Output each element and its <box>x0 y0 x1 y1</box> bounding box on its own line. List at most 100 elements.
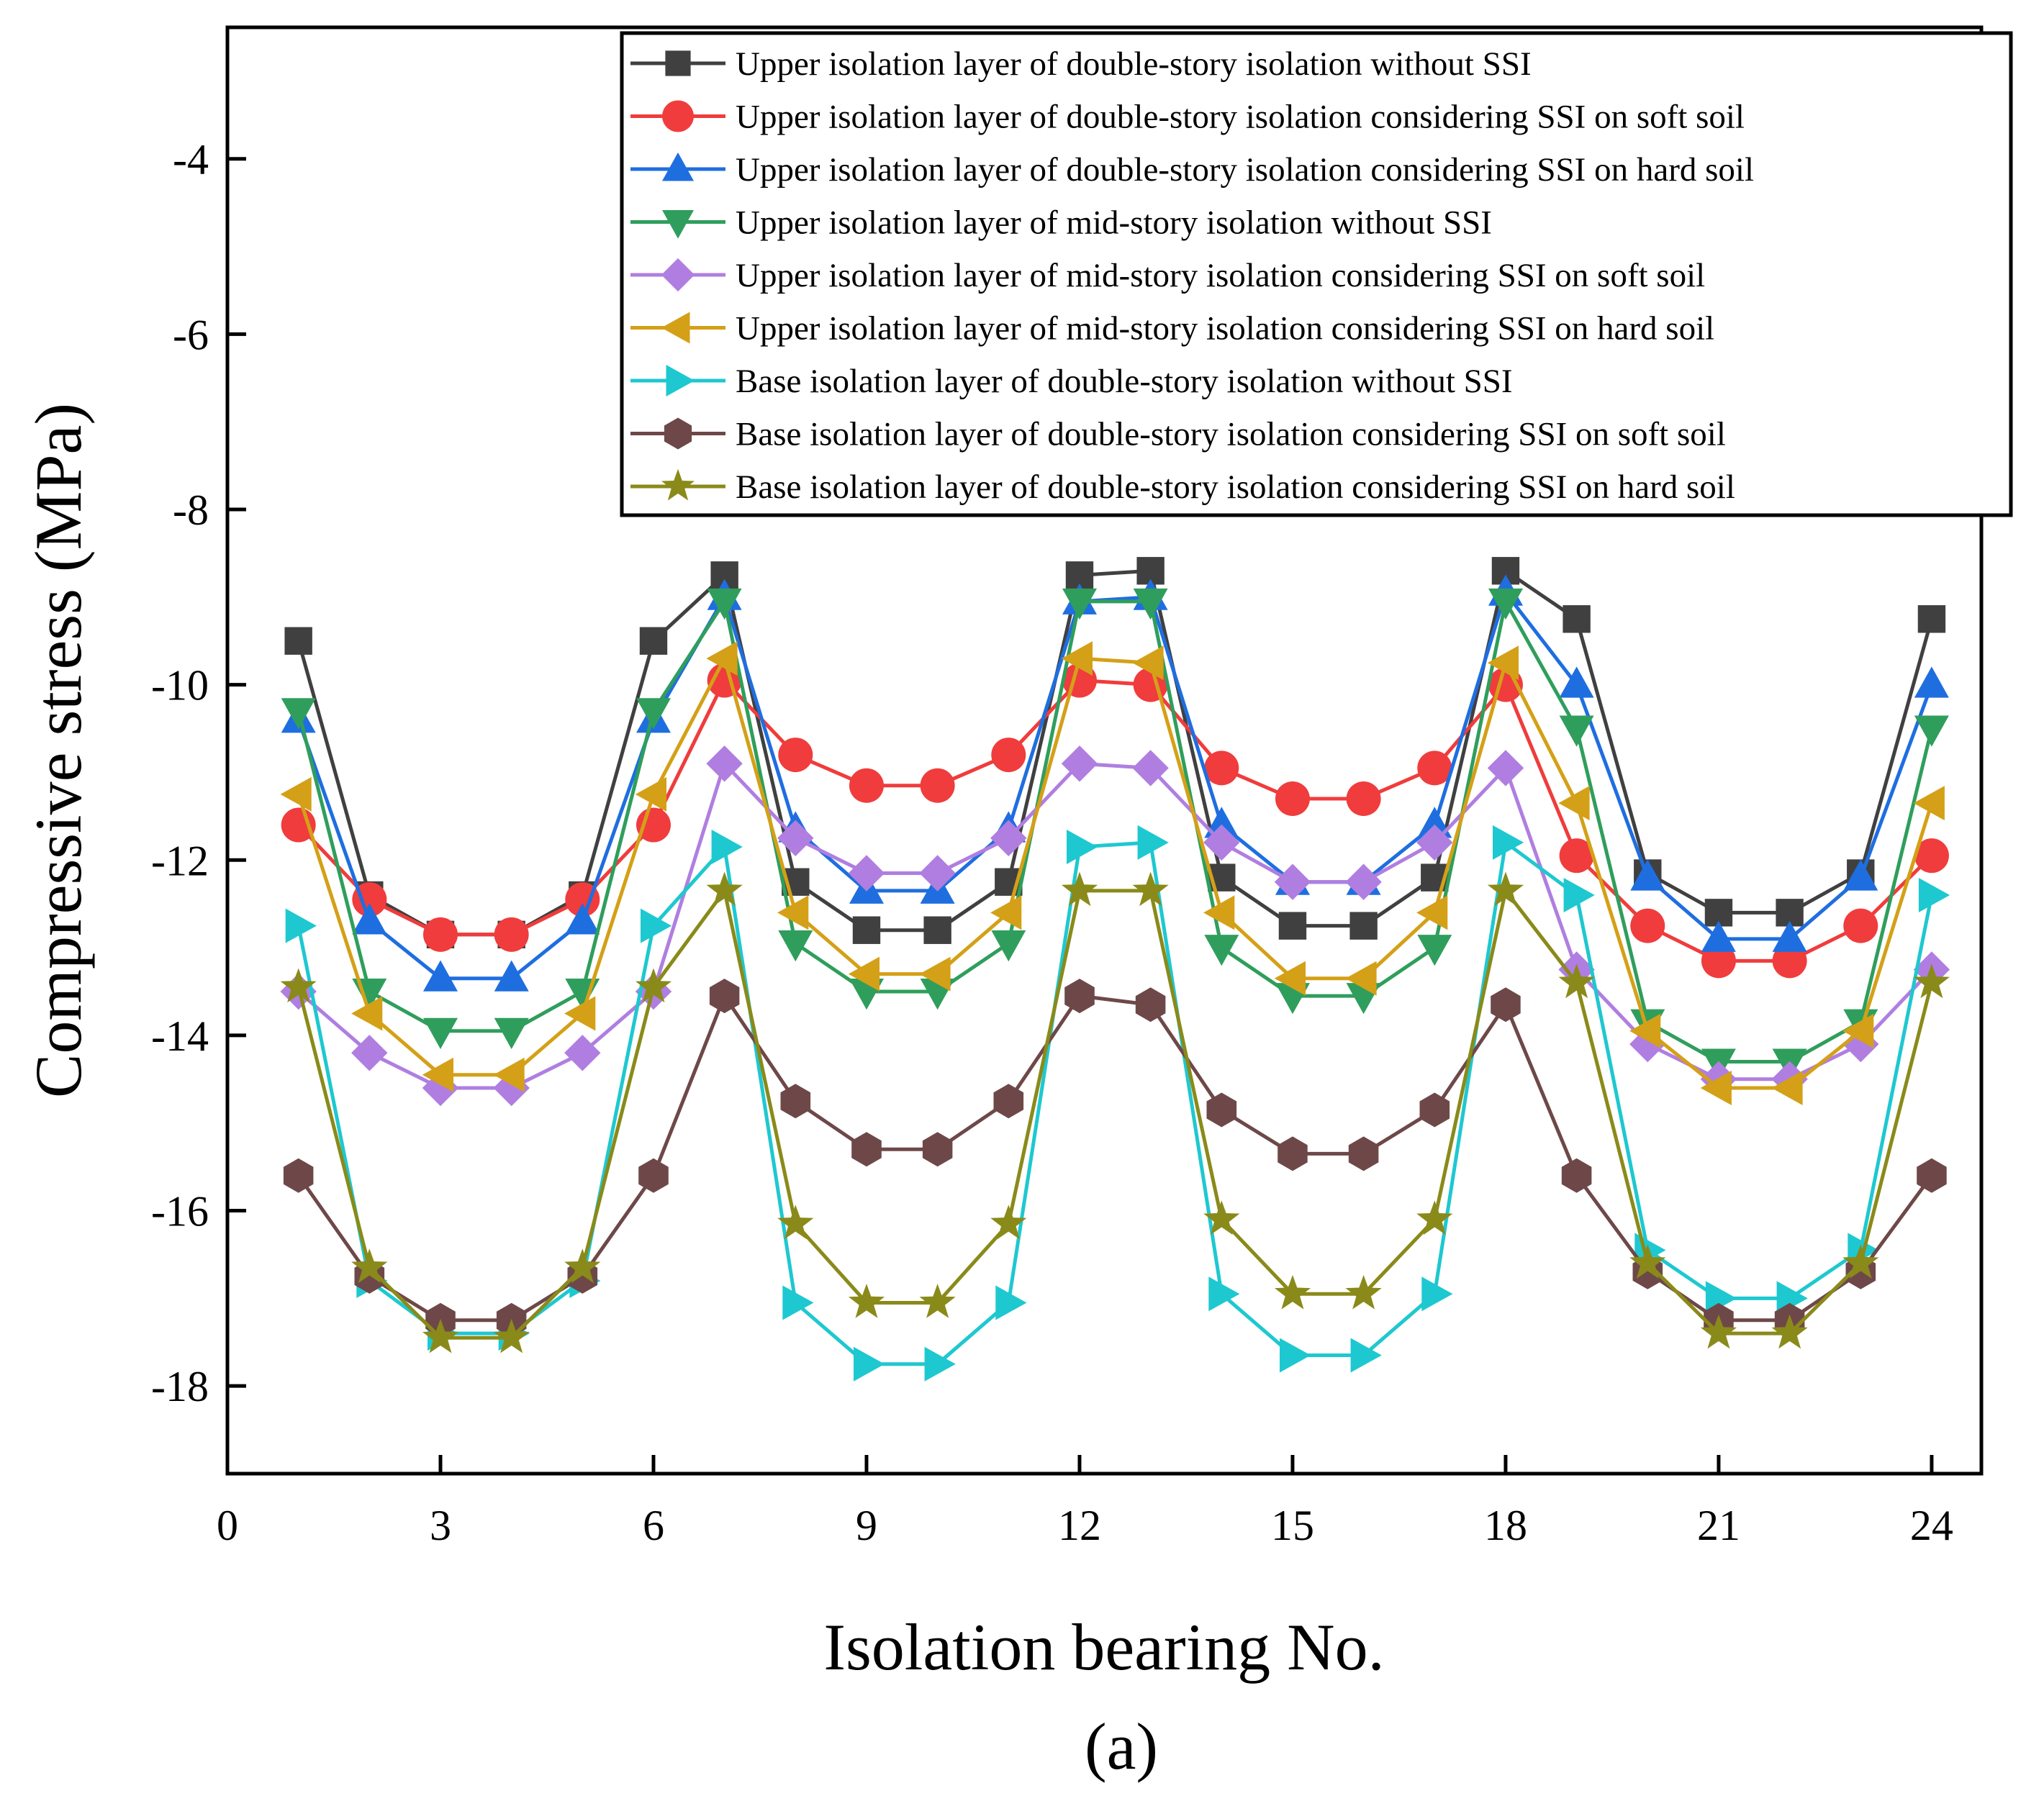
data-point <box>780 1084 811 1119</box>
data-point <box>777 820 814 856</box>
data-point <box>422 917 458 952</box>
data-point <box>777 895 809 930</box>
data-point <box>1914 666 1949 698</box>
data-point <box>1419 1092 1450 1128</box>
legend-marker <box>662 100 694 132</box>
data-point <box>1629 1013 1661 1048</box>
data-point <box>1563 878 1595 912</box>
data-point <box>1914 838 1949 874</box>
data-point <box>1061 641 1093 676</box>
data-point <box>1274 961 1306 996</box>
y-tick-label: -4 <box>173 136 209 183</box>
data-point <box>1493 825 1524 860</box>
data-point <box>494 917 529 952</box>
data-point <box>1064 979 1095 1014</box>
data-point <box>1067 830 1098 864</box>
series-2 <box>281 663 1949 979</box>
data-point <box>706 641 738 676</box>
series-line <box>297 653 1934 1090</box>
data-point <box>1771 1071 1803 1105</box>
data-point <box>422 1318 459 1353</box>
y-tick-label: -16 <box>151 1188 209 1235</box>
data-point <box>1417 750 1452 786</box>
data-point <box>778 738 813 773</box>
data-point <box>423 960 458 992</box>
series-9 <box>280 871 1950 1353</box>
data-point <box>284 627 312 655</box>
series-3 <box>281 574 1949 992</box>
x-tick-label: 18 <box>1484 1502 1527 1549</box>
data-point <box>1132 750 1169 786</box>
legend-label: Base isolation layer of double-story iso… <box>736 416 1726 453</box>
data-point <box>1416 1200 1453 1235</box>
data-point <box>706 871 743 907</box>
data-point <box>493 1069 530 1107</box>
data-point <box>849 768 884 803</box>
legend-item: Upper isolation layer of mid-story isola… <box>630 310 1714 348</box>
data-point <box>1913 786 1945 821</box>
data-point <box>564 996 596 1031</box>
data-point <box>1417 807 1452 838</box>
data-point <box>351 996 383 1031</box>
legend-label: Base isolation layer of double-story iso… <box>736 363 1513 400</box>
data-point <box>1278 1136 1308 1171</box>
data-point <box>1345 961 1377 996</box>
data-point <box>990 820 1027 856</box>
data-point <box>778 930 813 962</box>
data-point <box>1491 987 1521 1022</box>
data-point <box>1914 715 1949 747</box>
legend-label: Upper isolation layer of mid-story isola… <box>736 257 1705 294</box>
x-tick-label: 24 <box>1910 1502 1953 1549</box>
data-point <box>1630 859 1665 891</box>
legend-marker <box>666 365 695 396</box>
y-tick-label: -8 <box>173 486 209 534</box>
data-point <box>1913 963 1950 999</box>
data-point <box>1487 871 1524 907</box>
data-point <box>848 1284 885 1318</box>
data-point <box>1204 750 1239 786</box>
x-tick-label: 0 <box>217 1502 238 1549</box>
data-point <box>777 1205 814 1240</box>
legend-marker <box>664 417 692 450</box>
data-point <box>638 1158 669 1193</box>
data-point <box>711 830 743 864</box>
y-tick-label: -12 <box>151 837 209 884</box>
legend-label: Base isolation layer of double-story iso… <box>736 468 1735 506</box>
data-point <box>641 908 672 943</box>
data-point <box>991 738 1026 773</box>
data-point <box>352 882 387 917</box>
data-point <box>1559 666 1594 698</box>
data-point <box>1843 908 1878 943</box>
series-line <box>297 677 1933 963</box>
data-point <box>1203 824 1240 861</box>
data-point <box>1203 895 1235 930</box>
series-line <box>297 760 1933 1090</box>
x-tick-label: 3 <box>430 1502 451 1549</box>
legend-item: Upper isolation layer of double-story is… <box>630 45 1532 83</box>
data-point <box>1348 1136 1379 1171</box>
data-point <box>283 1158 314 1193</box>
data-point <box>1843 859 1878 891</box>
y-axis-title: Compressive stress (MPa) <box>22 403 95 1098</box>
data-point <box>1274 1274 1311 1310</box>
data-point <box>1416 824 1453 861</box>
data-point <box>422 1057 453 1092</box>
data-point <box>1629 1244 1666 1279</box>
y-tick-label: -14 <box>151 1012 209 1060</box>
y-tick-label: -6 <box>173 311 209 358</box>
x-axis-title: Isolation bearing No. <box>823 1610 1384 1684</box>
data-point <box>1558 963 1595 999</box>
data-point <box>924 1346 956 1382</box>
data-point <box>1132 871 1169 907</box>
data-point <box>991 930 1026 962</box>
data-point <box>564 1035 601 1071</box>
data-point <box>923 916 951 944</box>
data-point <box>1278 912 1307 940</box>
data-point <box>1842 1244 1879 1279</box>
data-point <box>854 1346 885 1382</box>
x-tick-label: 15 <box>1271 1502 1314 1549</box>
data-point <box>1345 863 1382 900</box>
data-point <box>1133 588 1168 620</box>
data-point <box>848 956 879 992</box>
